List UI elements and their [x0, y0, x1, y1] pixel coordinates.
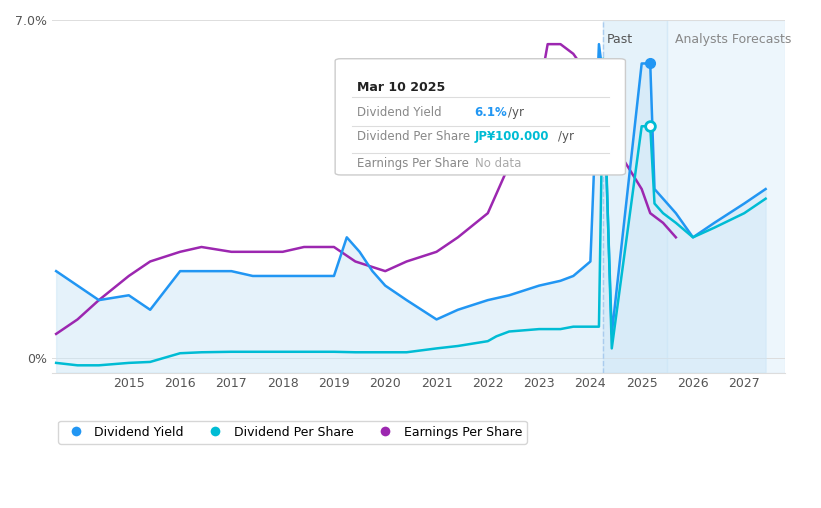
Text: 6.1%: 6.1% — [475, 106, 507, 119]
Legend: Dividend Yield, Dividend Per Share, Earnings Per Share: Dividend Yield, Dividend Per Share, Earn… — [58, 421, 527, 444]
Text: Dividend Per Share: Dividend Per Share — [357, 130, 470, 143]
Text: Past: Past — [607, 33, 633, 46]
Bar — [667, 20, 786, 372]
Text: Mar 10 2025: Mar 10 2025 — [357, 81, 446, 94]
Text: /yr: /yr — [558, 130, 575, 143]
Text: JP¥100.000: JP¥100.000 — [475, 130, 549, 143]
Text: Earnings Per Share: Earnings Per Share — [357, 157, 470, 170]
Text: /yr: /yr — [508, 106, 524, 119]
FancyBboxPatch shape — [335, 59, 626, 175]
Bar — [603, 20, 667, 372]
Text: Dividend Yield: Dividend Yield — [357, 106, 442, 119]
Text: Analysts Forecasts: Analysts Forecasts — [675, 33, 791, 46]
Text: No data: No data — [475, 157, 521, 170]
